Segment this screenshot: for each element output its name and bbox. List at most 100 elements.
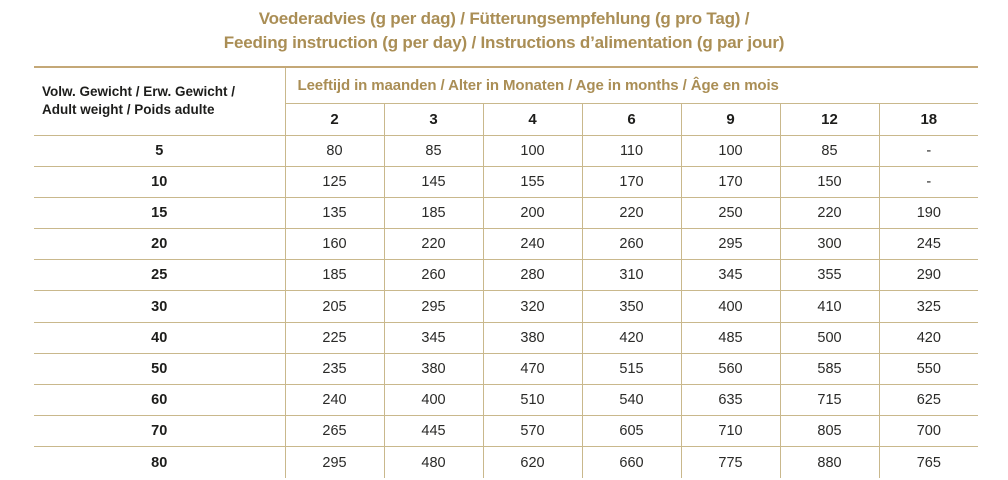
grams-value-cell: 240 [482, 228, 582, 260]
grams-value-cell: 205 [284, 290, 384, 323]
table-row: 60 240 400 510 540 635 715 625 [34, 384, 979, 416]
age-column-header: 12 [779, 102, 879, 135]
grams-value-cell: 765 [878, 446, 979, 479]
weight-cell: 40 [151, 329, 168, 346]
grams-value-cell: 710 [680, 415, 780, 447]
grams-value-cell: 245 [878, 228, 979, 260]
table-row: 40 225 345 380 420 485 500 420 [34, 322, 979, 354]
grams-value-cell: 420 [581, 322, 681, 354]
grams-value-cell: 625 [878, 384, 979, 416]
grams-value-cell: 660 [581, 446, 681, 479]
table-row: 70 265 445 570 605 710 805 700 [34, 415, 979, 447]
weight-cell: 10 [151, 173, 168, 190]
grams-value-cell: 325 [878, 290, 979, 323]
grams-value-cell: 355 [779, 259, 879, 291]
age-column-header: 2 [284, 102, 384, 135]
grams-value-cell: 620 [482, 446, 582, 479]
grams-value-cell: 350 [581, 290, 681, 323]
table-row: 50 235 380 470 515 560 585 550 [34, 353, 979, 385]
age-column-header: 4 [482, 102, 582, 135]
table-row: 5 80 85 100 110 100 85- [34, 135, 979, 167]
weight-header-line-1: Volw. Gewicht / Erw. Gewicht / [42, 84, 236, 100]
grams-value-cell: 295 [680, 228, 780, 260]
grams-value-cell: 700 [878, 415, 979, 447]
grams-value-cell: 380 [482, 322, 582, 354]
grams-value-cell: 715 [779, 384, 879, 416]
grams-value-cell: 320 [482, 290, 582, 323]
header-row-age-columns: 2 3 4 6 9 12 18 [34, 102, 979, 135]
grams-value-cell: 570 [482, 415, 582, 447]
weight-cell: 60 [151, 392, 168, 409]
grams-value-cell: 185 [383, 197, 483, 229]
grams-value-cell: - [878, 166, 979, 198]
grams-value-cell: 145 [383, 166, 483, 198]
grams-value-cell: 220 [383, 228, 483, 260]
weight-column-header: Volw. Gewicht / Erw. Gewicht / Adult wei… [34, 67, 285, 135]
grams-value-cell: 235 [284, 353, 384, 385]
grams-value-cell: 880 [779, 446, 879, 479]
grams-value-cell: 410 [779, 290, 879, 323]
grams-value-cell: 585 [779, 353, 879, 385]
grams-value-cell: 605 [581, 415, 681, 447]
grams-value-cell: 470 [482, 353, 582, 385]
grams-value-cell: 400 [680, 290, 780, 323]
grams-value-cell: 260 [383, 259, 483, 291]
grams-value-cell: 220 [779, 197, 879, 229]
age-group-header: Leeftijd in maanden / Alter in Monaten /… [284, 67, 979, 103]
table-row: 25 185 260 280 310 345 355 290 [34, 259, 979, 291]
grams-value-cell: 100 [680, 135, 780, 167]
grams-value-cell: 135 [284, 197, 384, 229]
page-title: Voederadvies (g per dag) / Fütterungsemp… [0, 7, 1008, 55]
title-line-1: Voederadvies (g per dag) / Fütterungsemp… [258, 9, 750, 28]
weight-cell: 70 [151, 423, 168, 440]
grams-value-cell: - [878, 135, 979, 167]
grams-value-cell: 500 [779, 322, 879, 354]
grams-value-cell: 110 [581, 135, 681, 167]
weight-cell: 80 [151, 454, 168, 471]
grams-value-cell: 550 [878, 353, 979, 385]
grams-value-cell: 290 [878, 259, 979, 291]
grams-value-cell: 485 [680, 322, 780, 354]
grams-value-cell: 155 [482, 166, 582, 198]
table-row: 15 135 185 200 220 250 220 190 [34, 197, 979, 229]
title-line-2: Feeding instruction (g per day) / Instru… [223, 33, 785, 52]
age-column-header: 18 [878, 102, 979, 135]
grams-value-cell: 250 [680, 197, 780, 229]
age-column-header: 3 [383, 102, 483, 135]
grams-value-cell: 125 [284, 166, 384, 198]
header-row-group-label: Volw. Gewicht / Erw. Gewicht / Adult wei… [34, 67, 979, 117]
grams-value-cell: 265 [284, 415, 384, 447]
grams-value-cell: 775 [680, 446, 780, 479]
grams-value-cell: 100 [482, 135, 582, 167]
weight-cell: 15 [151, 204, 168, 221]
grams-value-cell: 150 [779, 166, 879, 198]
grams-value-cell: 310 [581, 259, 681, 291]
grams-value-cell: 295 [383, 290, 483, 323]
weight-cell: 50 [151, 360, 168, 377]
grams-value-cell: 445 [383, 415, 483, 447]
grams-value-cell: 295 [284, 446, 384, 479]
table-row: 30 205 295 320 350 400 410 325 [34, 290, 979, 323]
weight-cell: 20 [151, 236, 168, 253]
grams-value-cell: 80 [284, 135, 384, 167]
grams-value-cell: 380 [383, 353, 483, 385]
table-row: 80 295 480 620 660 775 880 765 [34, 446, 979, 479]
weight-cell: 25 [151, 267, 168, 284]
grams-value-cell: 510 [482, 384, 582, 416]
weight-header-line-2: Adult weight / Poids adulte [42, 102, 215, 118]
grams-value-cell: 420 [878, 322, 979, 354]
grams-value-cell: 85 [779, 135, 879, 167]
grams-value-cell: 540 [581, 384, 681, 416]
grams-value-cell: 170 [581, 166, 681, 198]
grams-value-cell: 200 [482, 197, 582, 229]
weight-cell: 5 [155, 142, 164, 159]
grams-value-cell: 185 [284, 259, 384, 291]
grams-value-cell: 260 [581, 228, 681, 260]
grams-value-cell: 345 [383, 322, 483, 354]
grams-value-cell: 170 [680, 166, 780, 198]
table-row: 20 160 220 240 260 295 300 245 [34, 228, 979, 260]
feeding-table: Volw. Gewicht / Erw. Gewicht / Adult wei… [34, 66, 979, 479]
grams-value-cell: 220 [581, 197, 681, 229]
grams-value-cell: 560 [680, 353, 780, 385]
grams-value-cell: 480 [383, 446, 483, 479]
